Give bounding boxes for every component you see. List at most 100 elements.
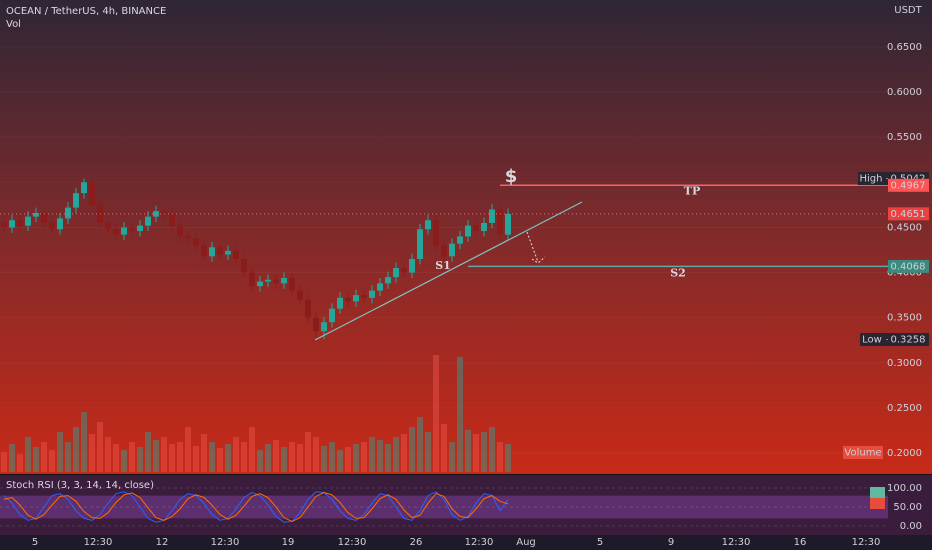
volume-bar [345, 447, 351, 472]
high-name-box [858, 172, 888, 186]
stoch-pane [0, 475, 932, 535]
candle-body [81, 182, 87, 194]
y-tick-label: 0.4000 [887, 268, 922, 279]
s1-label: S1 [435, 259, 451, 272]
volume-bar [113, 444, 119, 472]
volume-bar [225, 444, 231, 472]
volume-bar [193, 446, 199, 472]
x-tick-label: 5 [32, 537, 38, 548]
volume-bar [25, 437, 31, 472]
volume-bar [377, 440, 383, 472]
candle-body [409, 259, 415, 273]
stoch-tick-label: 0.00 [900, 521, 922, 532]
candle-body [129, 227, 135, 232]
volume-bar [313, 437, 319, 472]
candle-body [305, 299, 311, 318]
candle-body [73, 193, 79, 208]
volume-bar [457, 357, 463, 472]
volume-bar [249, 427, 255, 472]
candle-body [345, 297, 351, 302]
candle-body [489, 209, 495, 223]
volume-bar [169, 444, 175, 472]
candle-body [1, 222, 7, 228]
trend-line [314, 201, 583, 341]
volume-badge-box [843, 446, 883, 459]
candle-body [57, 218, 63, 230]
y-tick-label: 0.6500 [887, 42, 922, 53]
volume-bar [41, 442, 47, 472]
volume-bar [441, 424, 447, 472]
volume-bar [505, 444, 511, 472]
arrow [526, 231, 546, 264]
x-tick-label: 12:30 [465, 537, 494, 548]
candle-body [417, 229, 423, 260]
candle-body [369, 290, 375, 298]
volume-bar [321, 446, 327, 472]
candle-body [377, 283, 383, 291]
low-value-box [888, 333, 929, 347]
candle-body [17, 220, 23, 226]
volume-bar [1, 452, 7, 472]
candle-body [321, 322, 327, 332]
dollar-label: $ [505, 166, 518, 187]
volume-bar [9, 444, 15, 472]
candle-body [289, 277, 295, 291]
candle-body [337, 297, 343, 309]
candle-body [217, 247, 223, 255]
y-tick-label: 0.2500 [887, 403, 922, 414]
candle-body [497, 209, 503, 235]
candle-body [193, 238, 199, 246]
volume-bar [217, 448, 223, 472]
candle-body [105, 222, 111, 230]
x-tick-label: 12:30 [84, 537, 113, 548]
x-tick-label: 19 [282, 537, 295, 548]
tp-label: TP [684, 184, 700, 197]
volume-bar [385, 444, 391, 472]
k-badge [870, 487, 885, 498]
x-tick-label: 12 [156, 537, 169, 548]
stoch-k [3, 491, 509, 523]
x-tick-label: 12:30 [338, 537, 367, 548]
candle-body [249, 272, 255, 287]
candle-body [297, 290, 303, 300]
s2-value-box [888, 259, 929, 273]
volume-bar [33, 447, 39, 472]
volume-bar [121, 450, 127, 472]
last-price-value-box [888, 207, 929, 221]
volume-bar [393, 437, 399, 472]
volume-bar [65, 442, 71, 472]
volume-label: Vol [6, 19, 21, 30]
candle-body [433, 220, 439, 246]
volume-bar [17, 454, 23, 472]
candle-body [161, 211, 167, 214]
candle-body [361, 295, 367, 298]
volume-bar [425, 432, 431, 472]
volume-bar [233, 437, 239, 472]
candle-body [465, 225, 471, 237]
volume-bar [497, 442, 503, 472]
volume-bar [153, 440, 159, 472]
tp-value-box [888, 178, 929, 192]
candle-body [233, 250, 239, 260]
y-tick-label: 0.3500 [887, 313, 922, 324]
volume-bar [297, 444, 303, 472]
volume-bar [49, 450, 55, 472]
s2-value: 0.4068 [891, 261, 926, 272]
volume-bar [209, 442, 215, 472]
candle-body [121, 227, 127, 235]
volume-bar [265, 444, 271, 472]
stoch-tick-label: 100.00 [887, 483, 922, 494]
price-pane [0, 0, 932, 474]
low-value: 0.3258 [891, 335, 926, 346]
last-price-value: 0.4651 [891, 209, 926, 220]
stoch-title: Stoch RSI (3, 3, 14, 14, close) [6, 480, 154, 491]
tp-value: 0.4967 [891, 180, 926, 191]
volume-bar [481, 432, 487, 472]
volume-badge: Volume [844, 448, 881, 459]
volume-bar [361, 442, 367, 472]
volume-bar [273, 440, 279, 472]
volume-bar [337, 450, 343, 472]
candle-body [265, 279, 271, 282]
stoch-tick-label: 50.00 [893, 502, 922, 513]
